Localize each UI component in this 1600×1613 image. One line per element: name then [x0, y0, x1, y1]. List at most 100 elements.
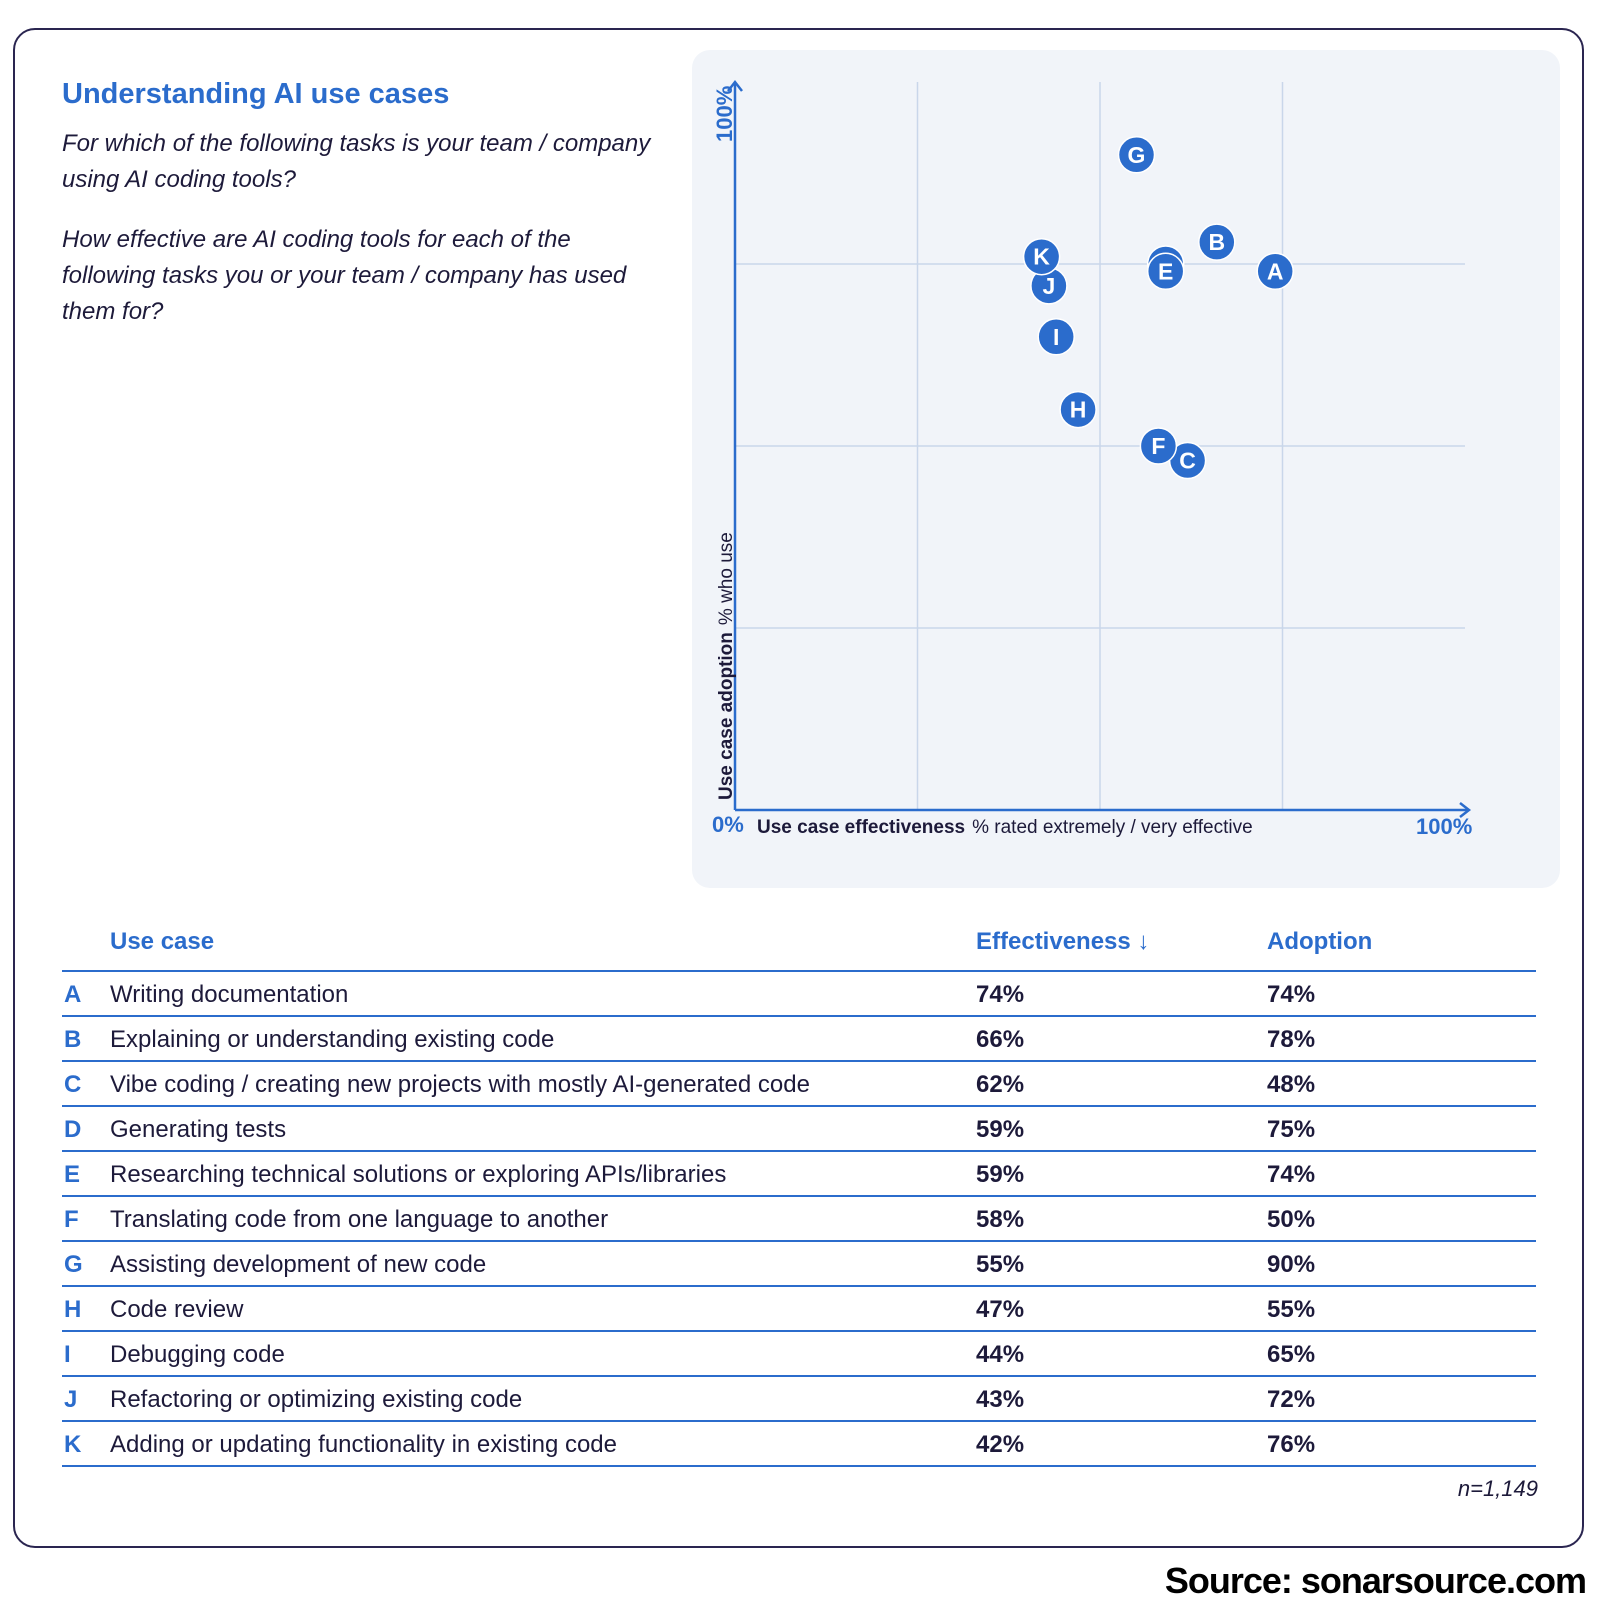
point-label: H — [1070, 397, 1087, 423]
x-max-label: 100% — [1416, 814, 1472, 839]
point-label: C — [1179, 448, 1196, 474]
data-point[interactable]: I — [1037, 318, 1075, 356]
x-axis-label: Use case effectiveness % rated extremely … — [757, 817, 1253, 838]
data-point[interactable]: B — [1198, 223, 1236, 261]
point-marker — [1059, 390, 1097, 429]
axes — [727, 79, 1472, 818]
y-axis-label-bold: Use case adoption — [716, 632, 737, 800]
point-marker — [1198, 223, 1236, 261]
row-use-case: Debugging code — [110, 1341, 285, 1368]
row-effectiveness: 44% — [976, 1341, 1025, 1368]
table-row: A Writing documentation 74% 74% — [62, 972, 1536, 1017]
table-row: J Refactoring or optimizing existing code… — [62, 1377, 1536, 1422]
x-axis-arrow-icon — [1459, 802, 1472, 818]
y-axis-arrow-icon — [727, 79, 743, 92]
data-point[interactable]: J — [1030, 267, 1068, 305]
row-adoption: 65% — [1267, 1341, 1316, 1368]
table-row: H Code review 47% 55% — [62, 1287, 1536, 1332]
table-body: A Writing documentation 74% 74% B Explaining … — [62, 972, 1536, 1467]
data-point[interactable]: C — [1168, 441, 1207, 480]
row-use-case: Code review — [110, 1296, 244, 1323]
table-row: G Assisting development of new code 55% 90% — [62, 1242, 1536, 1287]
row-effectiveness: 59% — [976, 1116, 1025, 1143]
origin-label: 0% — [712, 812, 744, 837]
point-label: E — [1158, 258, 1173, 284]
row-adoption: 90% — [1267, 1251, 1316, 1278]
row-effectiveness: 55% — [976, 1251, 1025, 1278]
table-row: B Explaining or understanding existing co… — [62, 1017, 1536, 1062]
y-axis-label-rest: % who use — [716, 532, 737, 625]
row-effectiveness: 74% — [976, 981, 1025, 1008]
row-letter: H — [64, 1296, 82, 1323]
y-max-label: 100% — [712, 86, 737, 142]
point-marker — [1146, 252, 1185, 291]
sample-size: n=1,149 — [1457, 1476, 1538, 1501]
row-letter: K — [64, 1431, 82, 1458]
header-effectiveness[interactable]: Effectiveness ↓ — [976, 928, 1150, 955]
row-adoption: 74% — [1267, 1161, 1316, 1188]
row-use-case: Vibe coding / creating new projects with… — [110, 1071, 810, 1098]
point-marker — [1022, 237, 1061, 276]
row-use-case: Researching technical solutions or explo… — [110, 1161, 727, 1188]
point-marker — [1037, 318, 1075, 356]
row-effectiveness: 43% — [976, 1386, 1025, 1413]
row-use-case: Explaining or understanding existing cod… — [110, 1026, 555, 1053]
scatter-panel: ABCDEFGHIJK 0% 100% 100% Use case effect… — [692, 50, 1560, 888]
grid-lines — [735, 82, 1465, 810]
row-letter: I — [64, 1341, 71, 1368]
point-label: I — [1053, 324, 1059, 350]
row-effectiveness: 47% — [976, 1296, 1025, 1323]
table-row: I Debugging code 44% 65% — [62, 1332, 1536, 1377]
table-row: K Adding or updating functionality in exi… — [62, 1422, 1536, 1467]
row-use-case: Adding or updating functionality in exis… — [110, 1431, 617, 1458]
table-row: E Researching technical solutions or expl… — [62, 1152, 1536, 1197]
table-row: C Vibe coding / creating new projects wit… — [62, 1062, 1536, 1107]
point-marker — [1139, 427, 1178, 465]
header-use-case[interactable]: Use case — [110, 928, 215, 955]
row-letter: C — [64, 1071, 82, 1098]
point-marker — [1256, 252, 1294, 291]
row-use-case: Translating code from one language to an… — [110, 1206, 609, 1233]
scatter-chart: ABCDEFGHIJK 0% 100% 100% Use case effect… — [712, 79, 1472, 839]
row-adoption: 74% — [1267, 981, 1316, 1008]
row-use-case: Generating tests — [110, 1116, 287, 1143]
data-point[interactable]: H — [1059, 390, 1097, 429]
data-point[interactable]: E — [1146, 252, 1185, 291]
row-adoption: 55% — [1267, 1296, 1316, 1323]
header-adoption[interactable]: Adoption — [1267, 928, 1373, 955]
row-adoption: 76% — [1267, 1431, 1316, 1458]
row-effectiveness: 62% — [976, 1071, 1025, 1098]
y-axis-label: Use case adoption % who use — [716, 532, 737, 800]
row-letter: F — [64, 1206, 79, 1233]
row-letter: J — [64, 1386, 78, 1413]
row-letter: D — [64, 1116, 82, 1143]
row-use-case: Assisting development of new code — [110, 1251, 487, 1278]
x-axis-label-bold: Use case effectiveness — [757, 817, 965, 838]
table-row: F Translating code from one language to a… — [62, 1197, 1536, 1242]
point-label: J — [1043, 273, 1056, 299]
question-adoption: For which of the following tasks is your… — [62, 130, 651, 193]
row-effectiveness: 59% — [976, 1161, 1025, 1188]
point-marker — [1117, 136, 1156, 174]
point-label: G — [1128, 142, 1146, 168]
row-adoption: 72% — [1267, 1386, 1316, 1413]
row-letter: B — [64, 1026, 82, 1053]
data-point[interactable]: F — [1139, 427, 1178, 465]
row-effectiveness: 58% — [976, 1206, 1025, 1233]
question-effectiveness: How effective are AI coding tools for ea… — [62, 226, 627, 325]
point-label: B — [1208, 229, 1225, 255]
point-label: F — [1151, 433, 1165, 459]
data-point[interactable]: K — [1022, 237, 1061, 276]
row-adoption: 78% — [1267, 1026, 1316, 1053]
chart-title: Understanding AI use cases — [62, 78, 450, 110]
x-axis-label-rest: % rated extremely / very effective — [972, 817, 1253, 838]
row-effectiveness: 42% — [976, 1431, 1025, 1458]
row-letter: G — [64, 1251, 83, 1278]
row-use-case: Refactoring or optimizing existing code — [110, 1386, 523, 1413]
row-adoption: 48% — [1267, 1071, 1316, 1098]
row-letter: E — [64, 1161, 81, 1188]
row-effectiveness: 66% — [976, 1026, 1025, 1053]
data-point[interactable]: G — [1117, 136, 1156, 174]
data-point[interactable]: A — [1256, 252, 1294, 291]
data-points: ABCDEFGHIJK — [1022, 136, 1294, 480]
